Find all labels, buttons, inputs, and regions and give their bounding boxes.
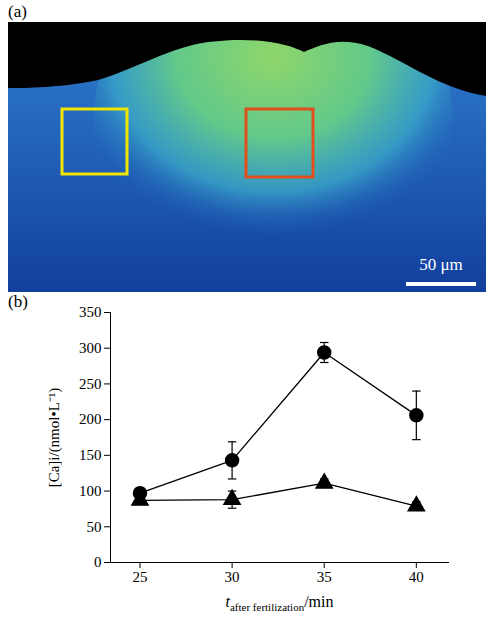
html-text:tafter fertilization/min: tafter fertilization/min <box>225 593 334 614</box>
html-text:(b): (b) <box>8 292 28 311</box>
svg-text:30: 30 <box>225 569 240 585</box>
svg-text:300: 300 <box>79 340 102 356</box>
svg-text:25: 25 <box>132 569 147 585</box>
svg-text:[Ca]i/(nmol•L⁻¹): [Ca]i/(nmol•L⁻¹) <box>46 388 63 488</box>
svg-text:100: 100 <box>79 483 102 499</box>
svg-text:50 μm: 50 μm <box>419 255 463 274</box>
svg-text:0: 0 <box>94 554 102 570</box>
svg-text:50: 50 <box>87 519 102 535</box>
svg-text:350: 350 <box>79 304 102 320</box>
html-text:(a): (a) <box>8 2 27 21</box>
svg-text:150: 150 <box>79 447 102 463</box>
svg-text:40: 40 <box>409 569 424 585</box>
svg-text:250: 250 <box>79 376 102 392</box>
svg-text:35: 35 <box>317 569 332 585</box>
svg-text:200: 200 <box>79 411 102 427</box>
